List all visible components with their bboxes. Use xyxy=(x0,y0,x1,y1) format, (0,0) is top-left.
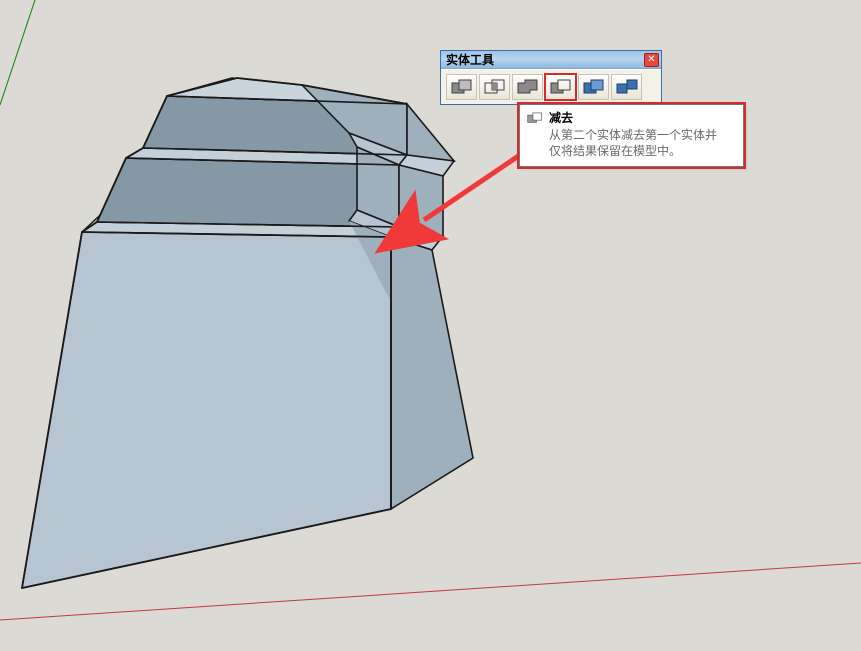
subtract-icon xyxy=(527,111,543,125)
solid-tools-toolbar[interactable]: 实体工具 ✕ xyxy=(440,50,662,105)
tool-intersect[interactable] xyxy=(479,74,510,100)
tooltip-title: 减去 xyxy=(549,110,573,126)
tool-outer-shell[interactable] xyxy=(446,74,477,100)
tool-split[interactable] xyxy=(611,74,642,100)
close-icon[interactable]: ✕ xyxy=(644,53,659,67)
viewport-3d[interactable] xyxy=(0,0,861,651)
tooltip-description: 从第二个实体减去第一个实体并仅将结果保留在模型中。 xyxy=(527,127,717,159)
tool-tooltip: 减去 从第二个实体减去第一个实体并仅将结果保留在模型中。 xyxy=(519,104,744,167)
tool-subtract[interactable] xyxy=(545,74,576,100)
toolbar-title: 实体工具 xyxy=(446,51,644,68)
tool-trim[interactable] xyxy=(578,74,609,100)
toolbar-titlebar[interactable]: 实体工具 ✕ xyxy=(441,51,661,69)
toolbar-body xyxy=(441,69,661,104)
tool-union[interactable] xyxy=(512,74,543,100)
